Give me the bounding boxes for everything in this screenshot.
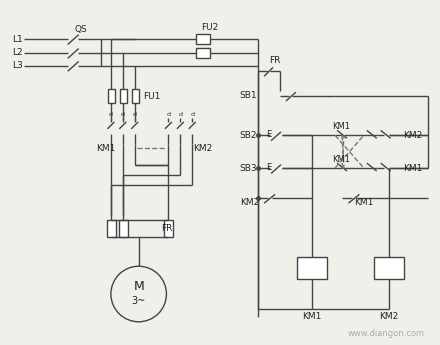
Text: L3: L3 — [12, 61, 22, 70]
Text: SB3: SB3 — [240, 164, 257, 172]
Text: KM1: KM1 — [332, 155, 350, 164]
Text: SB2: SB2 — [240, 131, 257, 140]
Text: QS: QS — [75, 24, 88, 34]
Text: L2: L2 — [12, 48, 22, 58]
Text: KM2: KM2 — [193, 144, 213, 153]
Bar — [297, 257, 327, 279]
Text: E: E — [267, 130, 272, 139]
Text: d: d — [178, 112, 182, 117]
Text: d: d — [109, 112, 113, 117]
Text: KM1: KM1 — [96, 144, 115, 153]
Bar — [196, 34, 210, 44]
Text: KM1: KM1 — [303, 312, 322, 321]
Text: 3~: 3~ — [132, 296, 146, 306]
Text: M: M — [133, 279, 144, 293]
Text: SB1: SB1 — [240, 91, 257, 100]
Text: FR: FR — [270, 56, 281, 66]
Text: FU2: FU2 — [202, 23, 219, 32]
Bar — [107, 220, 116, 237]
Bar — [108, 89, 115, 102]
Bar — [119, 220, 128, 237]
Text: KM2: KM2 — [379, 312, 398, 321]
Bar — [196, 48, 210, 58]
Text: FR: FR — [161, 224, 173, 233]
Text: KM1: KM1 — [403, 164, 423, 172]
Bar — [132, 89, 139, 102]
Bar — [120, 89, 127, 102]
Text: L1: L1 — [12, 34, 22, 43]
Text: KM1: KM1 — [354, 198, 373, 207]
Text: d: d — [121, 112, 125, 117]
Text: E: E — [267, 162, 272, 171]
Text: KM1: KM1 — [332, 122, 350, 131]
Text: KM2: KM2 — [403, 131, 423, 140]
Text: FU1: FU1 — [143, 92, 161, 101]
Text: d: d — [190, 112, 194, 117]
Text: d: d — [133, 112, 137, 117]
Bar — [374, 257, 403, 279]
Bar — [165, 220, 173, 237]
Text: d: d — [166, 112, 170, 117]
Text: www.diangon.com: www.diangon.com — [348, 329, 425, 338]
Text: KM2: KM2 — [240, 198, 259, 207]
